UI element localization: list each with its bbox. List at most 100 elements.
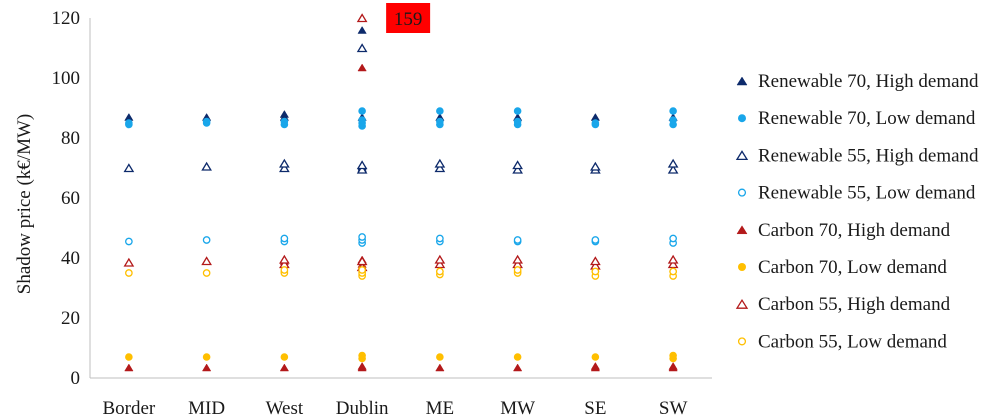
point-renewable-55-high-demand xyxy=(356,160,368,170)
x-category-label: Dublin xyxy=(336,398,389,419)
point-renewable-55-high-demand xyxy=(667,158,679,168)
point-carbon-55-high-demand xyxy=(434,259,446,269)
legend-item: Carbon 55, Low demand xyxy=(737,331,947,352)
legend: Renewable 70, High demand Renewable 70, L… xyxy=(735,71,979,352)
x-category-label: SE xyxy=(584,398,606,419)
y-tick-label: 60 xyxy=(61,188,80,209)
point-carbon-55-low-demand xyxy=(591,267,600,276)
point-carbon-70-low-demand xyxy=(669,351,677,360)
point-carbon-55-high-demand xyxy=(356,256,368,266)
point-carbon-55-high-demand xyxy=(735,298,749,309)
data-points xyxy=(123,13,679,372)
point-renewable-70-high-demand xyxy=(736,76,748,86)
point-renewable-55-high-demand xyxy=(434,163,446,173)
point-carbon-70-high-demand xyxy=(357,362,367,370)
point-carbon-70-high-demand xyxy=(668,362,678,370)
point-renewable-55-high-demand xyxy=(667,164,679,174)
point-renewable-55-high-demand xyxy=(356,164,368,174)
point-renewable-70-low-demand xyxy=(669,116,677,124)
point-carbon-55-low-demand xyxy=(202,269,211,277)
legend-label: Carbon 55, High demand xyxy=(758,294,951,315)
point-carbon-55-low-demand xyxy=(280,266,289,274)
point-renewable-55-low-demand xyxy=(737,188,747,197)
point-carbon-55-high-demand xyxy=(434,254,446,264)
point-carbon-55-high-demand xyxy=(279,254,290,264)
point-renewable-55-high-demand xyxy=(279,163,290,173)
point-renewable-70-low-demand xyxy=(591,119,600,127)
point-carbon-55-low-demand xyxy=(436,267,444,276)
legend-label: Renewable 70, High demand xyxy=(758,71,979,92)
point-carbon-70-high-demand xyxy=(736,225,748,235)
y-tick-labels: 0 20 40 60 80 100 120 xyxy=(52,8,81,389)
point-carbon-70-high-demand xyxy=(279,363,290,372)
point-carbon-55-low-demand xyxy=(737,337,747,346)
point-renewable-55-high-demand xyxy=(512,164,523,174)
legend-item: Renewable 70, Low demand xyxy=(738,108,976,129)
point-renewable-55-low-demand xyxy=(125,237,133,246)
point-carbon-70-high-demand xyxy=(357,63,367,72)
point-carbon-55-high-demand xyxy=(123,257,135,267)
point-carbon-70-high-demand xyxy=(201,363,212,372)
point-carbon-55-low-demand xyxy=(513,266,522,274)
y-tick-label: 80 xyxy=(61,128,80,149)
y-axis-title: Shadow price (k€/MW) xyxy=(14,114,35,294)
point-carbon-70-low-demand xyxy=(358,351,366,360)
point-carbon-70-high-demand xyxy=(124,363,134,372)
point-renewable-55-high-demand xyxy=(201,161,212,171)
point-renewable-70-low-demand xyxy=(738,114,746,123)
point-renewable-55-high-demand xyxy=(123,163,135,173)
point-carbon-55-high-demand xyxy=(201,256,212,266)
point-renewable-55-low-demand xyxy=(436,234,444,243)
point-carbon-70-high-demand xyxy=(512,363,523,372)
point-carbon-55-high-demand xyxy=(590,256,601,266)
legend-label: Renewable 55, High demand xyxy=(758,145,979,166)
y-tick-label: 20 xyxy=(61,308,80,329)
point-carbon-55-low-demand xyxy=(358,266,366,274)
point-carbon-55-high-demand xyxy=(667,254,679,264)
point-renewable-55-low-demand xyxy=(591,236,600,244)
point-renewable-55-high-demand xyxy=(279,158,290,168)
point-carbon-70-low-demand xyxy=(280,353,289,361)
point-renewable-70-low-demand xyxy=(669,107,677,115)
x-category-label: MW xyxy=(500,398,535,419)
y-tick-label: 100 xyxy=(52,68,81,89)
point-renewable-70-low-demand xyxy=(358,107,366,115)
point-carbon-70-low-demand xyxy=(738,263,746,271)
legend-item: Renewable 55, High demand xyxy=(735,145,979,166)
point-carbon-55-high-demand xyxy=(667,259,679,269)
y-tick-label: 120 xyxy=(52,8,81,29)
legend-item: Carbon 70, High demand xyxy=(736,220,951,241)
x-category-label: Border xyxy=(102,398,155,419)
point-renewable-70-high-demand xyxy=(357,26,367,34)
legend-label: Carbon 70, High demand xyxy=(758,220,951,241)
point-carbon-55-low-demand xyxy=(669,267,677,276)
point-renewable-55-low-demand xyxy=(280,234,289,243)
point-carbon-70-low-demand xyxy=(202,353,211,361)
x-category-label: West xyxy=(266,398,304,419)
point-renewable-55-high-demand xyxy=(735,150,749,161)
legend-item: Carbon 70, Low demand xyxy=(738,257,947,278)
plot-area: 0 20 40 60 80 100 120 Border MID West Dublin ME MW S… xyxy=(52,3,712,419)
callout-label: 159 xyxy=(394,9,423,30)
point-renewable-70-low-demand xyxy=(125,119,133,127)
point-carbon-70-low-demand xyxy=(513,353,522,361)
legend-item: Renewable 70, High demand xyxy=(736,71,979,92)
callout-box xyxy=(386,3,431,33)
point-renewable-70-low-demand xyxy=(513,117,522,126)
x-category-label: ME xyxy=(426,398,455,419)
point-carbon-70-low-demand xyxy=(591,353,600,361)
point-renewable-70-low-demand xyxy=(358,116,366,124)
point-renewable-70-low-demand xyxy=(513,107,522,115)
point-carbon-55-low-demand xyxy=(125,269,133,277)
x-category-label: MID xyxy=(188,398,225,419)
point-carbon-55-high-demand xyxy=(356,13,368,23)
point-carbon-55-high-demand xyxy=(512,254,523,264)
legend-item: Renewable 55, Low demand xyxy=(737,183,976,204)
legend-label: Renewable 70, Low demand xyxy=(758,108,976,129)
x-category-labels: Border MID West Dublin ME MW SE SW xyxy=(102,398,687,419)
point-renewable-55-low-demand xyxy=(669,234,677,243)
point-renewable-55-high-demand xyxy=(512,160,523,170)
outlier-callout: 159 xyxy=(386,3,431,33)
legend-label: Renewable 55, Low demand xyxy=(758,183,976,204)
x-category-label: SW xyxy=(659,398,688,419)
